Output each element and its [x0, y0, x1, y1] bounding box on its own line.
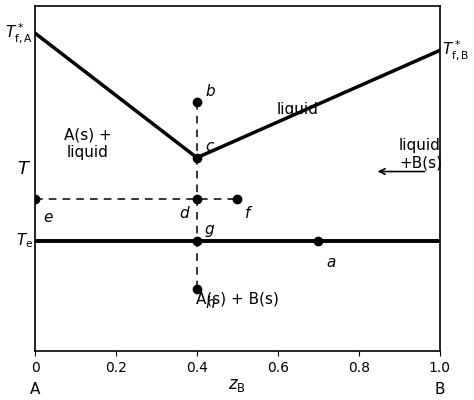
Text: f: f — [246, 206, 251, 221]
Text: B: B — [434, 382, 445, 398]
Text: $T_\mathrm{e}$: $T_\mathrm{e}$ — [16, 231, 33, 250]
Text: liquid: liquid — [277, 102, 319, 117]
Text: h: h — [205, 296, 215, 311]
Text: liquid
+B(s): liquid +B(s) — [399, 138, 442, 170]
Text: g: g — [205, 222, 215, 237]
Text: A: A — [30, 382, 40, 398]
Text: c: c — [205, 139, 213, 154]
Text: a: a — [326, 254, 336, 270]
Text: A(s) +
liquid: A(s) + liquid — [64, 128, 111, 160]
Text: A(s) + B(s): A(s) + B(s) — [196, 292, 279, 307]
Text: b: b — [205, 84, 215, 99]
Text: e: e — [43, 210, 53, 224]
X-axis label: $z_\mathrm{B}$: $z_\mathrm{B}$ — [228, 376, 246, 394]
Y-axis label: $T$: $T$ — [17, 160, 31, 178]
Text: $T^*_{\mathrm{f,B}}$: $T^*_{\mathrm{f,B}}$ — [442, 39, 469, 62]
Text: d: d — [179, 206, 189, 221]
Text: $T^*_{\mathrm{f,A}}$: $T^*_{\mathrm{f,A}}$ — [5, 21, 33, 45]
